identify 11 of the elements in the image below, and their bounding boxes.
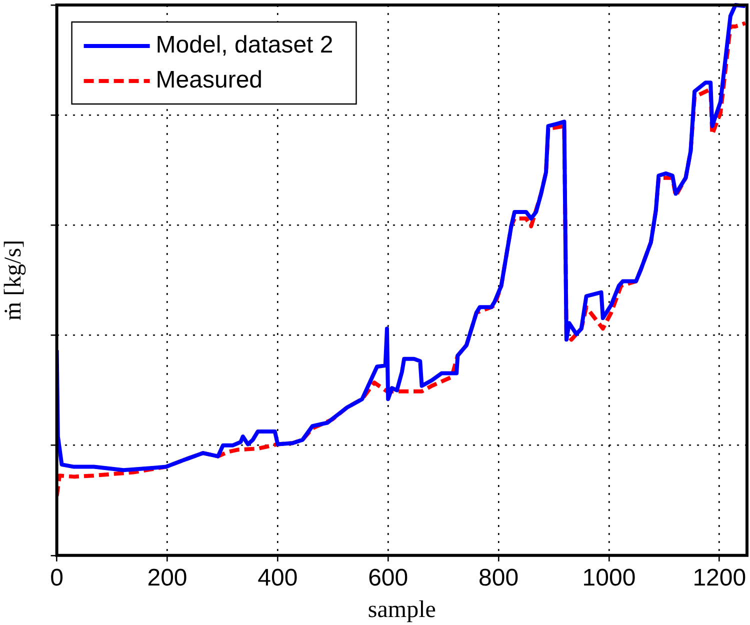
x-tick-label: 1000 bbox=[582, 564, 636, 592]
legend-label: Measured bbox=[156, 66, 263, 94]
legend-label: Model, dataset 2 bbox=[156, 32, 334, 59]
y-axis-title: ṁ [kg/s] bbox=[0, 240, 27, 321]
x-tick-label: 800 bbox=[478, 564, 519, 592]
x-tick-label: 1200 bbox=[692, 564, 746, 592]
x-axis-title: sample bbox=[368, 596, 436, 623]
x-tick-label: 0 bbox=[50, 564, 64, 592]
x-tick-label: 400 bbox=[258, 564, 298, 592]
x-tick-label: 200 bbox=[147, 564, 188, 592]
x-tick-label: 600 bbox=[368, 564, 408, 592]
